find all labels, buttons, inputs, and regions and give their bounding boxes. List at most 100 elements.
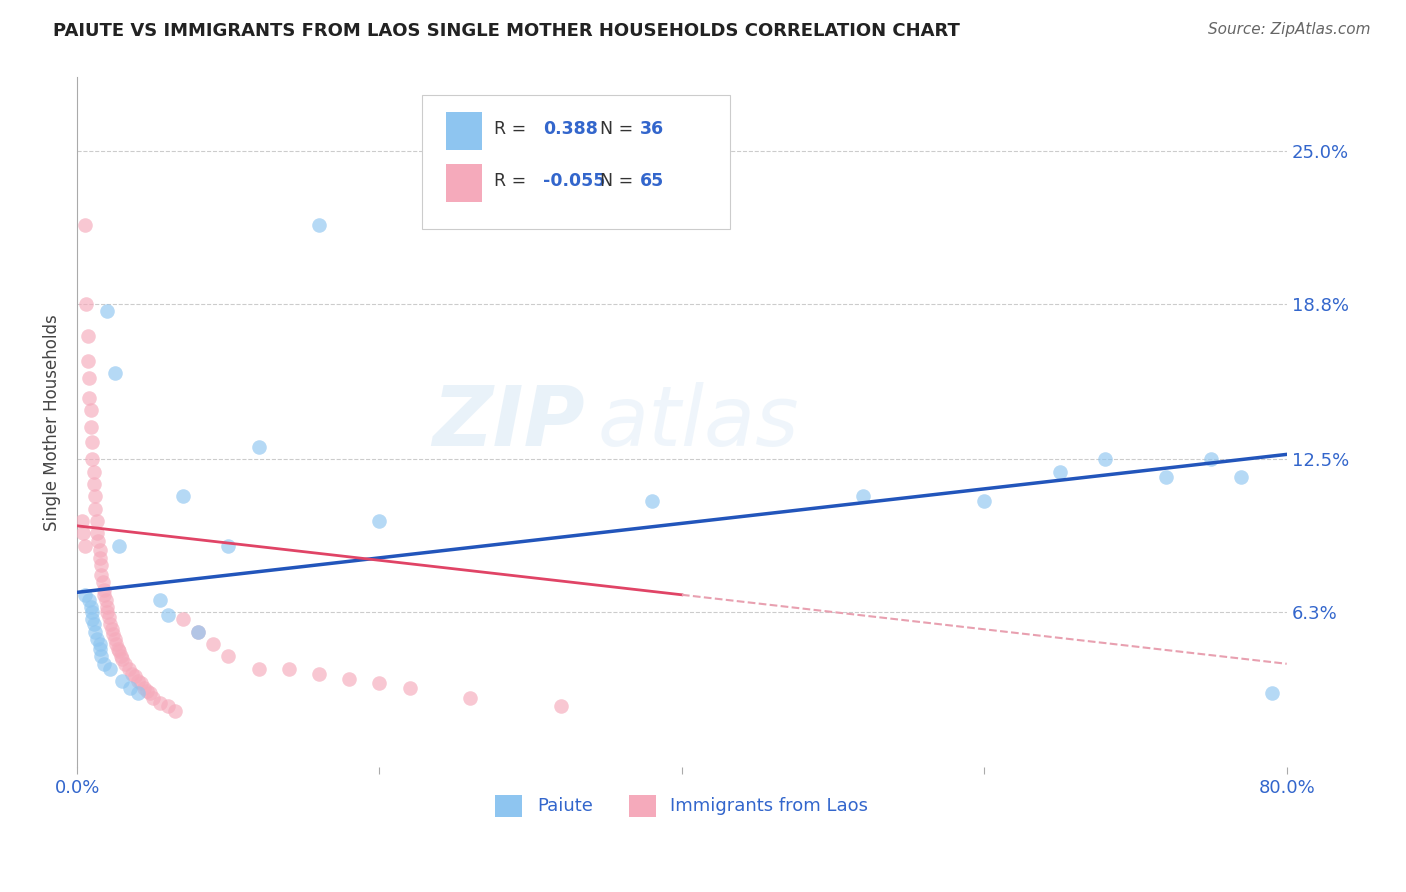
Point	[1260, 686, 1282, 700]
Point	[458, 691, 481, 706]
Bar	[446, 163, 482, 202]
Point	[82, 605, 104, 619]
Legend: Paiute, Immigrants from Laos: Paiute, Immigrants from Laos	[488, 788, 876, 824]
Point	[156, 698, 179, 713]
FancyBboxPatch shape	[422, 95, 730, 229]
Point	[94, 592, 117, 607]
Point	[202, 637, 225, 651]
Point	[80, 420, 103, 434]
Point	[640, 494, 662, 508]
Point	[84, 489, 107, 503]
Point	[103, 627, 125, 641]
Point	[121, 666, 143, 681]
Point	[973, 494, 995, 508]
Point	[111, 652, 134, 666]
Point	[149, 592, 172, 607]
Text: -0.055: -0.055	[543, 172, 605, 190]
Point	[368, 676, 391, 690]
Point	[138, 686, 160, 700]
Point	[1049, 465, 1071, 479]
Point	[82, 612, 104, 626]
Point	[337, 672, 360, 686]
Point	[107, 642, 129, 657]
Point	[98, 662, 121, 676]
Point	[129, 676, 152, 690]
Point	[96, 600, 118, 615]
Point	[86, 632, 108, 647]
Point	[105, 637, 128, 651]
Y-axis label: Single Mother Households: Single Mother Households	[44, 314, 60, 531]
Point	[172, 612, 194, 626]
Point	[76, 353, 98, 368]
Point	[96, 304, 118, 318]
Point	[368, 514, 391, 528]
Point	[110, 649, 132, 664]
Point	[108, 539, 131, 553]
Text: R =: R =	[495, 120, 531, 138]
Point	[76, 329, 98, 343]
Point	[97, 610, 120, 624]
Point	[165, 704, 187, 718]
Point	[101, 622, 124, 636]
Point	[83, 617, 105, 632]
Point	[90, 568, 112, 582]
Point	[550, 698, 572, 713]
Point	[247, 440, 270, 454]
Point	[93, 582, 115, 597]
Point	[135, 684, 157, 698]
Point	[398, 681, 420, 696]
Point	[172, 489, 194, 503]
Point	[98, 617, 121, 632]
Point	[308, 666, 330, 681]
Point	[72, 526, 94, 541]
Text: ZIP: ZIP	[433, 382, 585, 463]
Text: R =: R =	[495, 172, 531, 190]
Text: N =: N =	[589, 172, 638, 190]
Point	[83, 465, 105, 479]
Text: 36: 36	[640, 120, 664, 138]
Point	[77, 391, 100, 405]
Point	[118, 681, 141, 696]
Point	[87, 533, 110, 548]
Point	[111, 673, 134, 688]
Point	[127, 673, 149, 688]
Point	[90, 558, 112, 573]
Point	[149, 696, 172, 710]
Point	[80, 600, 103, 615]
Point	[1230, 469, 1253, 483]
Point	[80, 403, 103, 417]
Point	[852, 489, 875, 503]
Point	[308, 219, 330, 233]
Point	[77, 371, 100, 385]
Point	[89, 642, 111, 657]
Point	[108, 644, 131, 658]
Point	[1199, 452, 1222, 467]
Point	[75, 297, 97, 311]
Text: 0.388: 0.388	[543, 120, 598, 138]
Point	[82, 452, 104, 467]
Point	[1094, 452, 1116, 467]
Point	[91, 575, 114, 590]
Text: 65: 65	[640, 172, 664, 190]
Bar	[446, 112, 482, 150]
Point	[77, 592, 100, 607]
Point	[1154, 469, 1177, 483]
Point	[70, 514, 93, 528]
Point	[82, 435, 104, 450]
Point	[277, 662, 299, 676]
Point	[89, 543, 111, 558]
Text: atlas: atlas	[598, 382, 799, 463]
Point	[117, 662, 139, 676]
Text: Source: ZipAtlas.com: Source: ZipAtlas.com	[1208, 22, 1371, 37]
Point	[93, 657, 115, 671]
Text: N =: N =	[589, 120, 638, 138]
Point	[156, 607, 179, 622]
Point	[96, 605, 118, 619]
Point	[89, 550, 111, 565]
Point	[73, 539, 96, 553]
Point	[127, 686, 149, 700]
Text: PAIUTE VS IMMIGRANTS FROM LAOS SINGLE MOTHER HOUSEHOLDS CORRELATION CHART: PAIUTE VS IMMIGRANTS FROM LAOS SINGLE MO…	[53, 22, 960, 40]
Point	[124, 669, 146, 683]
Point	[187, 624, 209, 639]
Point	[132, 681, 155, 696]
